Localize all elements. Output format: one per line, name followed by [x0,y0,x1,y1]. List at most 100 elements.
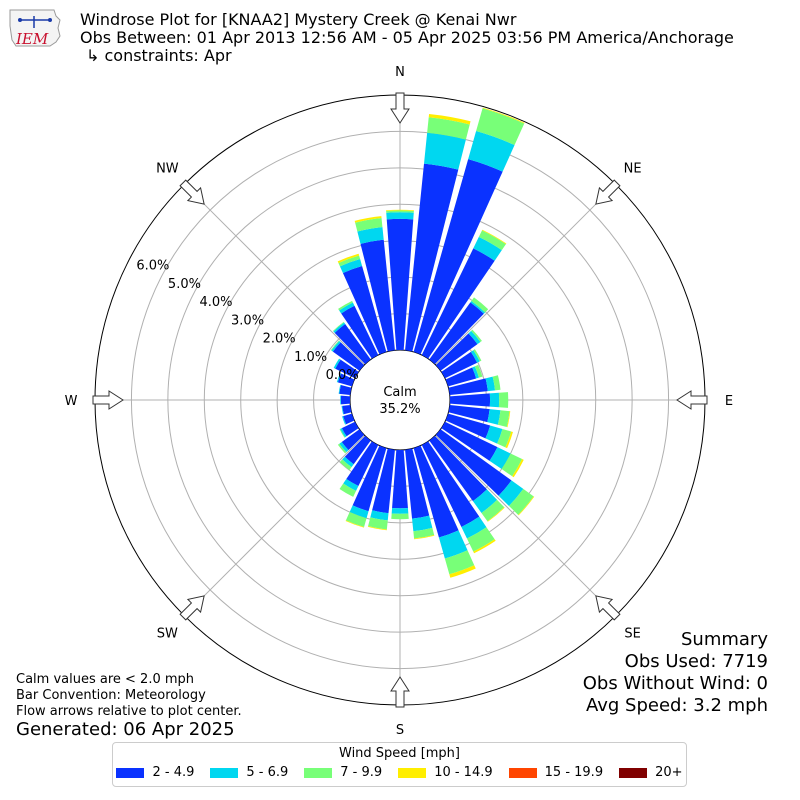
windrose-bar-segment [473,539,496,554]
legend-item: 10 - 14.9 [398,765,493,780]
legend-label: 7 - 9.9 [340,765,383,780]
windrose-bar-segment [339,259,363,273]
windrose-bar-segment [448,405,490,423]
avg-speed: Avg Speed: 3.2 mph [586,695,768,716]
windrose-bar-segment [466,527,495,552]
windrose-bar-segment [435,429,512,496]
direction-label: W [65,394,78,409]
observation-range: Obs Between: 01 Apr 2013 12:56 AM - 05 A… [80,28,734,47]
windrose-bar-segment [386,212,414,220]
windrose-bar-segment [461,516,487,539]
summary-title: Summary [681,629,768,650]
flow-arrow-icon [676,390,708,410]
windrose-bar-segment [444,550,475,575]
legend-swatch [116,767,145,778]
direction-label: E [725,394,733,409]
flow-arrow-note: Flow arrows relative to plot center. [16,704,242,719]
windrose-bar-segment [386,218,414,351]
windrose-bar-segment [472,366,479,379]
legend-item: 5 - 6.9 [210,765,288,780]
windrose-bar-segment [435,333,478,371]
windrose-bar-segment [343,413,355,425]
windrose-bar-segment [518,496,535,516]
legend-swatch [619,767,648,778]
windrose-bar-segment [501,453,523,477]
direction-label: NE [624,161,642,176]
legend-item: 7 - 9.9 [304,765,382,780]
windrose-bar-segment [424,132,466,170]
windrose-bar-segment [405,163,459,352]
radial-tick-label: 0.0% [326,368,359,383]
summary-box: Summary Obs Used: 7719 Obs Without Wind:… [583,629,768,717]
chart-header: Windrose Plot for [KNAA2] Mystery Creek … [80,11,734,65]
radial-tick-label: 2.0% [263,332,296,347]
grid-spoke [435,435,617,617]
legend-items: 2 - 4.9 5 - 6.9 7 - 9.9 10 - 14.9 15 - 19.9 2… [113,765,686,780]
windrose-bar-segment [485,425,503,444]
windrose-bar-segment [391,513,409,520]
windrose-bar-segment [482,229,507,245]
legend-item: 20+ [619,765,683,780]
windrose-bar-segment [441,421,498,461]
windrose-bar-segment [497,428,512,448]
windrose-bar-segment [414,534,435,540]
radial-tick-label: 5.0% [168,277,201,292]
windrose-bar-segment [349,505,369,519]
legend-label: 5 - 6.9 [246,765,289,780]
legend-label: 10 - 14.9 [434,765,493,780]
windrose-bar-segment [339,442,349,453]
chart-title: Windrose Plot for [KNAA2] Mystery Creek … [80,10,517,29]
logo-text: IEM [15,30,49,48]
windrose-bar-segment [386,210,414,213]
legend-label: 2 - 4.9 [152,765,195,780]
windrose-bar-segment [342,416,347,425]
windrose-bar-segment [392,449,408,509]
windrose-bar-segment [445,367,477,387]
wind-bars [330,107,535,578]
windrose-bar-segment [413,159,503,355]
windrose-bar-segment [352,445,387,512]
iem-logo: IEM [6,6,64,50]
windrose-bar-segment [429,302,484,365]
windrose-bar-segment [468,330,481,345]
legend-label: 15 - 19.9 [544,765,604,780]
windrose-bar-segment [489,392,500,408]
windrose-bar-segment [332,321,345,332]
windrose-bar-segment [338,384,341,394]
windrose-bar-segment [341,429,365,451]
windrose-bar-segment [405,448,430,519]
windrose-bar-segment [497,410,510,428]
flow-arrow-icon [595,179,621,205]
windrose-bar-segment [355,217,383,232]
windrose-bar-segment [335,359,359,379]
windrose-bar-segment [372,448,395,514]
radial-tick-label: 4.0% [199,295,232,310]
legend-item: 2 - 4.9 [116,765,194,780]
windrose-bar-segment [429,435,487,502]
windrose-bar-segment [339,385,352,395]
direction-label: N [395,65,405,80]
windrose-bar-segment [386,209,414,211]
windrose-bar-segment [449,565,476,578]
windrose-bar-segment [338,300,353,311]
windrose-bar-segment [333,322,346,333]
windrose-bar-segment [470,350,480,363]
obs-without-wind: Obs Without Wind: 0 [582,673,768,694]
radial-tick-label: 3.0% [231,313,264,328]
windrose-bar-segment [340,428,347,438]
windrose-bar-segment [412,515,433,532]
windrose-bar-segment [512,459,524,478]
windrose-bar-segment [508,488,534,515]
legend-swatch [508,767,537,778]
windrose-bar-segment [338,255,361,267]
windrose-bar-segment [498,392,509,408]
windrose-bar-segment [470,300,486,314]
grid-spoke [183,435,365,617]
windrose-bar-segment [421,441,480,528]
windrose-bar-segment [476,108,525,146]
windrose-bar-segment [342,405,352,415]
windrose-bar-segment [345,520,365,528]
flow-arrow-icon [390,676,410,708]
radial-tick-label: 6.0% [136,259,169,274]
